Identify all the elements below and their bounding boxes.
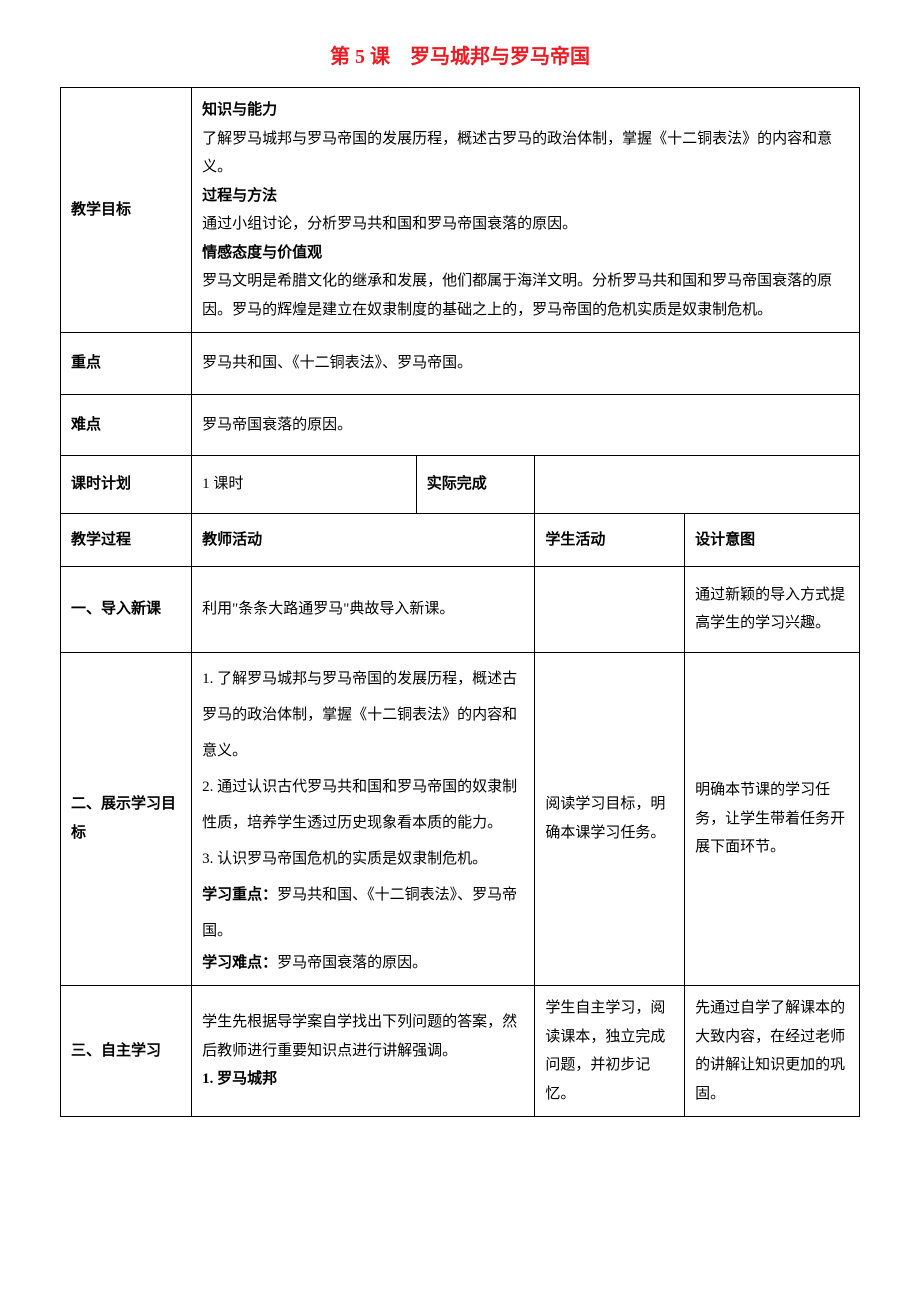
r3-teacher: 学生先根据导学案自学找出下列问题的答案，然后教师进行重要知识点进行讲解强调。 1…	[192, 986, 535, 1117]
plan-label: 课时计划	[61, 456, 192, 514]
r2-t5b: 罗马帝国衰落的原因。	[277, 955, 427, 971]
keypoint-text: 罗马共和国、《十二铜表法》、罗马帝国。	[192, 333, 860, 395]
keypoint-label: 重点	[61, 333, 192, 395]
r3-label: 三、自主学习	[61, 986, 192, 1117]
goal-label: 教学目标	[61, 88, 192, 333]
r1-student	[535, 567, 685, 653]
table-row: 二、展示学习目标 1. 了解罗马城邦与罗马帝国的发展历程，概述古罗马的政治体制，…	[61, 652, 860, 986]
r2-design: 明确本节课的学习任务，让学生带着任务开展下面环节。	[685, 652, 860, 986]
table-row: 教学目标 知识与能力 了解罗马城邦与罗马帝国的发展历程，概述古罗马的政治体制，掌…	[61, 88, 860, 333]
page-title: 第 5 课 罗马城邦与罗马帝国	[60, 40, 860, 69]
goal-h2: 过程与方法	[202, 182, 849, 211]
r2-t2: 2. 通过认识古代罗马共和国和罗马帝国的奴隶制性质，培养学生透过历史现象看本质的…	[202, 769, 524, 841]
table-row: 三、自主学习 学生先根据导学案自学找出下列问题的答案，然后教师进行重要知识点进行…	[61, 986, 860, 1117]
process-label: 教学过程	[61, 513, 192, 567]
goal-p3: 罗马文明是希腊文化的继承和发展，他们都属于海洋文明。分析罗马共和国和罗马帝国衰落…	[202, 267, 849, 324]
goal-h1: 知识与能力	[202, 96, 849, 125]
r1-teacher: 利用"条条大路通罗马"典故导入新课。	[192, 567, 535, 653]
difficulty-label: 难点	[61, 394, 192, 456]
r2-t1: 1. 了解罗马城邦与罗马帝国的发展历程，概述古罗马的政治体制，掌握《十二铜表法》…	[202, 661, 524, 769]
table-row: 课时计划 1 课时 实际完成	[61, 456, 860, 514]
table-row: 难点 罗马帝国衰落的原因。	[61, 394, 860, 456]
goal-p1: 了解罗马城邦与罗马帝国的发展历程，概述古罗马的政治体制，掌握《十二铜表法》的内容…	[202, 125, 849, 182]
difficulty-text: 罗马帝国衰落的原因。	[192, 394, 860, 456]
table-row: 一、导入新课 利用"条条大路通罗马"典故导入新课。 通过新颖的导入方式提高学生的…	[61, 567, 860, 653]
goal-content: 知识与能力 了解罗马城邦与罗马帝国的发展历程，概述古罗马的政治体制，掌握《十二铜…	[192, 88, 860, 333]
r3-student: 学生自主学习，阅读课本，独立完成问题，并初步记忆。	[535, 986, 685, 1117]
r2-t4: 学习重点：罗马共和国、《十二铜表法》、罗马帝国。	[202, 877, 524, 949]
actual-label: 实际完成	[416, 456, 535, 514]
r1-design: 通过新颖的导入方式提高学生的学习兴趣。	[685, 567, 860, 653]
r2-t3: 3. 认识罗马帝国危机的实质是奴隶制危机。	[202, 841, 524, 877]
actual-value	[535, 456, 860, 514]
design-label: 设计意图	[685, 513, 860, 567]
goal-p2: 通过小组讨论，分析罗马共和国和罗马帝国衰落的原因。	[202, 210, 849, 239]
r1-label: 一、导入新课	[61, 567, 192, 653]
r3-t1: 学生先根据导学案自学找出下列问题的答案，然后教师进行重要知识点进行讲解强调。	[202, 1008, 524, 1065]
teacher-label: 教师活动	[192, 513, 535, 567]
lesson-plan-table: 教学目标 知识与能力 了解罗马城邦与罗马帝国的发展历程，概述古罗马的政治体制，掌…	[60, 87, 860, 1117]
r2-label: 二、展示学习目标	[61, 652, 192, 986]
r2-t5: 学习难点：罗马帝国衰落的原因。	[202, 949, 524, 978]
goal-h3: 情感态度与价值观	[202, 239, 849, 268]
student-label: 学生活动	[535, 513, 685, 567]
r2-t5a: 学习难点：	[202, 955, 277, 971]
table-row: 重点 罗马共和国、《十二铜表法》、罗马帝国。	[61, 333, 860, 395]
table-row: 教学过程 教师活动 学生活动 设计意图	[61, 513, 860, 567]
r2-t4a: 学习重点：	[202, 887, 277, 903]
r2-teacher: 1. 了解罗马城邦与罗马帝国的发展历程，概述古罗马的政治体制，掌握《十二铜表法》…	[192, 652, 535, 986]
plan-value: 1 课时	[192, 456, 417, 514]
r3-design: 先通过自学了解课本的大致内容，在经过老师的讲解让知识更加的巩固。	[685, 986, 860, 1117]
r2-student: 阅读学习目标，明确本课学习任务。	[535, 652, 685, 986]
r3-t2: 1. 罗马城邦	[202, 1065, 524, 1094]
